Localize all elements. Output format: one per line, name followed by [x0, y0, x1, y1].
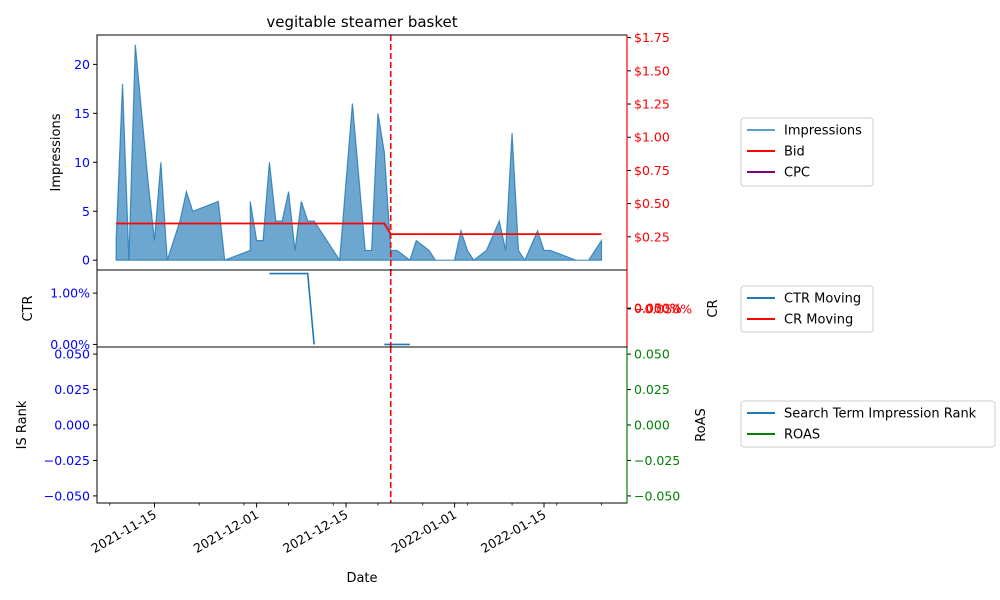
y-tick-label-right: $0.25 [634, 229, 670, 244]
panel-frame [96, 346, 628, 504]
y-tick-label-left: 0.050 [54, 347, 90, 362]
y-axis-label-left: Impressions [49, 113, 64, 191]
legend-label: ROAS [784, 428, 820, 443]
y-tick-label-left: −0.025 [44, 453, 90, 468]
y-tick-label-left: −0.050 [44, 488, 90, 503]
legend-label: Impressions [784, 124, 862, 139]
y-tick-label-right: $1.00 [634, 130, 670, 145]
y-axis-label-right: RoAS [694, 408, 709, 442]
panel-frame [96, 269, 628, 348]
y-tick-label-right: $0.75 [634, 163, 670, 178]
y-tick-label-right: $0.50 [634, 196, 670, 211]
y-tick-label-right: 0.050% [634, 301, 682, 316]
y-tick-label-left: 0.00% [50, 337, 90, 352]
legend-label: Search Term Impression Rank [784, 407, 977, 422]
y-tick-label-right: −0.050% [634, 301, 692, 316]
x-tick-label: 2022-01-15 [478, 507, 548, 556]
legend-label: Bid [784, 145, 805, 160]
series-bid-line [116, 222, 602, 236]
y-tick-label-left: 0 [82, 253, 90, 268]
x-tick-label: 2021-12-15 [280, 507, 350, 556]
y-tick-label-left: 20 [74, 57, 90, 72]
x-tick-label: 2021-12-01 [191, 507, 261, 556]
x-tick-label: 2022-01-01 [389, 507, 459, 556]
legend-label: CR Moving [784, 313, 853, 328]
series-impressions-area [115, 44, 603, 263]
y-tick-label-left: 1.00% [50, 286, 90, 301]
legend-box [740, 117, 874, 187]
legend-label: CTR Moving [784, 292, 861, 307]
y-tick-label-left: 0.025 [54, 382, 90, 397]
y-tick-label-right: −0.025 [634, 453, 680, 468]
y-tick-label-left: 10 [74, 155, 90, 170]
y-tick-label-right: 0.000% [634, 301, 682, 316]
y-tick-label-right: $1.25 [634, 97, 670, 112]
chart-title: vegitable steamer basket [266, 13, 457, 31]
y-tick-label-right: 0.050 [634, 347, 670, 362]
x-tick-label: 2021-11-15 [89, 507, 159, 556]
y-tick-label-left: 5 [82, 204, 90, 219]
y-tick-label-right: $1.75 [634, 30, 670, 45]
legend-box [740, 400, 996, 448]
y-tick-label-right: 0.025 [634, 382, 670, 397]
y-tick-label-right: −0.050 [634, 488, 680, 503]
y-tick-label-right: $1.50 [634, 63, 670, 78]
y-tick-label-left: 15 [74, 106, 90, 121]
y-tick-label-left: 0.000 [54, 418, 90, 433]
x-axis-label: Date [346, 571, 377, 586]
y-axis-label-left: IS Rank [15, 400, 30, 449]
y-tick-label-right: 0.000 [634, 418, 670, 433]
legend-label: CPC [784, 166, 810, 181]
y-axis-label-right: CR [706, 299, 721, 317]
series-ctr-moving-segment [269, 272, 315, 345]
y-axis-label-left: CTR [21, 295, 36, 321]
